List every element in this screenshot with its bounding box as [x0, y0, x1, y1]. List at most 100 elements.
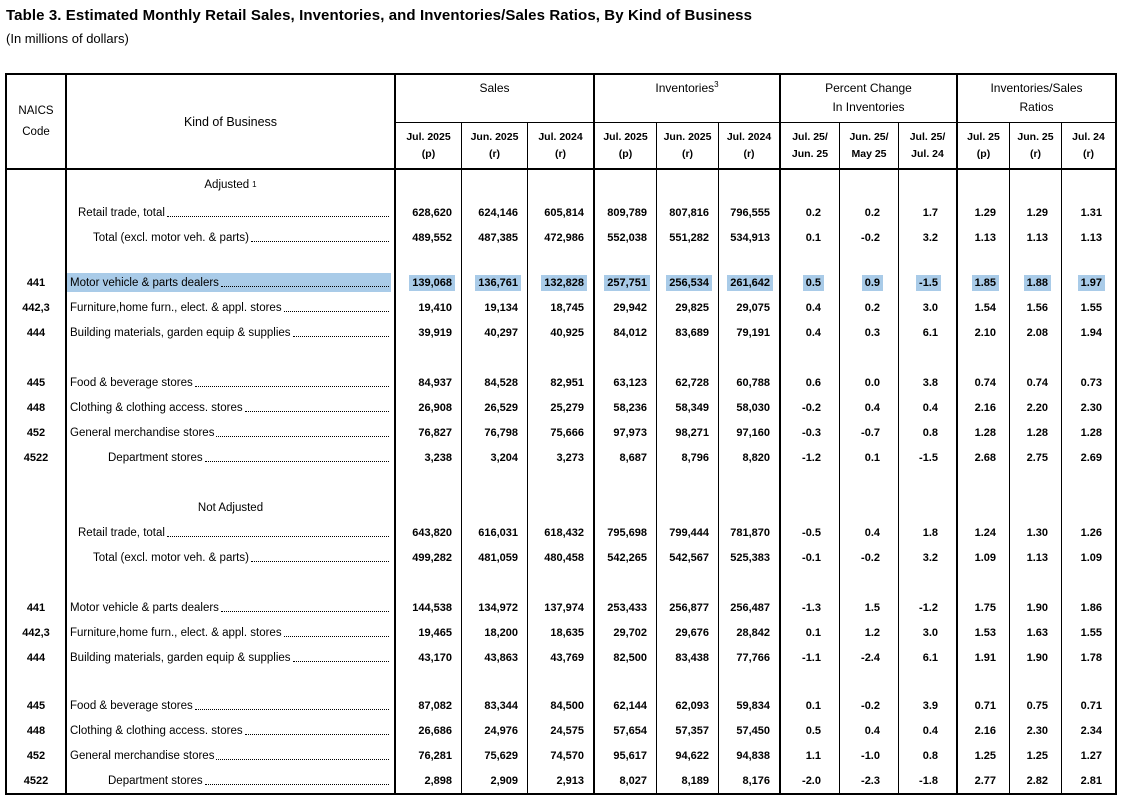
value-cell: 95,617 — [595, 743, 657, 768]
value-cell: 0.2 — [781, 200, 840, 225]
value-cell: 75,666 — [528, 420, 595, 445]
value-cell: 1.75 — [958, 595, 1010, 620]
table-row: 442,3 Furniture,home furn., elect. & appl… — [7, 295, 1115, 320]
value-cell: 624,146 — [462, 200, 528, 225]
value-cell: 8,796 — [657, 445, 719, 470]
value-cell: 542,265 — [595, 545, 657, 570]
value-cell: 2.68 — [958, 445, 1010, 470]
value-cell: 0.0 — [840, 370, 899, 395]
table-row: 441 Motor vehicle & parts dealers 144,538 1… — [7, 595, 1115, 620]
business-name: General merchandise stores — [70, 426, 215, 439]
value-cell: 18,200 — [462, 620, 528, 645]
value-cell: 480,458 — [528, 545, 595, 570]
value-cell: 97,160 — [719, 420, 781, 445]
naics-code — [7, 225, 67, 250]
table-row: 452 General merchandise stores 76,827 76,79… — [7, 420, 1115, 445]
value-cell: 0.6 — [781, 370, 840, 395]
spacer-cell — [1062, 495, 1115, 520]
value-cell: -1.5 — [899, 445, 958, 470]
section-label: Adjusted 1 — [67, 170, 396, 200]
spacer-cell — [840, 170, 899, 200]
business-name-cell: Furniture,home furn., elect. & appl. sto… — [67, 620, 396, 645]
value-cell: 59,834 — [719, 693, 781, 718]
value-cell: 1.25 — [1010, 743, 1062, 768]
spacer-cell — [528, 470, 595, 495]
naics-code — [7, 200, 67, 225]
value-cell: 58,236 — [595, 395, 657, 420]
page-subtitle: (In millions of dollars) — [6, 31, 129, 46]
spacer-cell — [1062, 345, 1115, 370]
spacer-cell — [899, 470, 958, 495]
business-name: Retail trade, total — [78, 526, 165, 539]
value-cell: 57,450 — [719, 718, 781, 743]
value-cell: 1.13 — [1010, 545, 1062, 570]
spacer-cell — [781, 670, 840, 693]
spacer-cell — [958, 345, 1010, 370]
value-cell: 19,410 — [396, 295, 462, 320]
spacer-cell — [1062, 670, 1115, 693]
value-cell: 499,282 — [396, 545, 462, 570]
value-cell: 1.13 — [1010, 225, 1062, 250]
value-cell: 809,789 — [595, 200, 657, 225]
spacer-cell — [1010, 170, 1062, 200]
value-cell: 3.9 — [899, 693, 958, 718]
value-cell: 1.24 — [958, 520, 1010, 545]
spacer-cell — [67, 570, 396, 595]
value-cell: 40,297 — [462, 320, 528, 345]
spacer-cell — [528, 570, 595, 595]
value-cell: 1.13 — [1080, 231, 1102, 244]
value-cell: 25,279 — [528, 395, 595, 420]
business-name-cell: Motor vehicle & parts dealers — [67, 595, 396, 620]
value-cell: -1.0 — [840, 743, 899, 768]
value-cell: 8,687 — [595, 445, 657, 470]
value-cell: 0.4 — [840, 718, 899, 743]
value-cell: 18,635 — [528, 620, 595, 645]
spacer-cell — [1062, 250, 1115, 270]
dot-leader — [166, 536, 389, 537]
spacer-cell — [657, 470, 719, 495]
value-cell: 82,500 — [595, 645, 657, 670]
business-name-cell: General merchandise stores — [67, 743, 396, 768]
value-cell: 0.4 — [840, 395, 899, 420]
spacer-cell — [719, 250, 781, 270]
value-cell: 1.54 — [958, 295, 1010, 320]
value-cell: 29,075 — [719, 295, 781, 320]
value-cell: 2.75 — [1010, 445, 1062, 470]
business-name: Clothing & clothing access. stores — [70, 401, 243, 414]
spacer-cell — [958, 250, 1010, 270]
value-cell: 3.0 — [899, 620, 958, 645]
business-name-cell: Clothing & clothing access. stores — [67, 395, 396, 420]
dot-leader — [216, 759, 389, 760]
value-cell: 19,134 — [462, 295, 528, 320]
value-cell: 19,465 — [396, 620, 462, 645]
business-name-cell: Retail trade, total — [67, 200, 396, 225]
dot-leader — [283, 636, 389, 637]
sub-col-header: Jun. 25 (r) — [1010, 123, 1062, 168]
table-row: 4522 Department stores 2,898 2,909 2,913 8,02… — [7, 768, 1115, 793]
spacer-cell — [396, 345, 462, 370]
dot-leader — [220, 286, 389, 287]
value-cell: 2.30 — [1080, 401, 1102, 414]
spacer-cell — [1010, 470, 1062, 495]
table-row: 4522 Department stores 3,238 3,204 3,273 8,68… — [7, 445, 1115, 470]
dot-leader — [292, 336, 389, 337]
value-cell: 1.31 — [1080, 206, 1102, 219]
value-cell: 1.55 — [1080, 626, 1102, 639]
value-cell: 3.2 — [899, 545, 958, 570]
value-cell: 0.9 — [840, 270, 899, 295]
value-cell: 83,689 — [657, 320, 719, 345]
value-cell: 29,702 — [595, 620, 657, 645]
value-cell: 534,913 — [719, 225, 781, 250]
spacer-cell — [899, 250, 958, 270]
spacer-cell — [781, 170, 840, 200]
spacer-cell — [528, 670, 595, 693]
value-cell: 1.29 — [1010, 200, 1062, 225]
table-row: Total (excl. motor veh. & parts) 499,282 4… — [7, 545, 1115, 570]
table-row: 445 Food & beverage stores 84,937 84,528 82,… — [7, 370, 1115, 395]
spacer-cell — [958, 495, 1010, 520]
business-name: General merchandise stores — [70, 749, 215, 762]
value-cell: 84,937 — [396, 370, 462, 395]
dot-leader — [283, 311, 389, 312]
table-header: NAICS Code Kind of Business Sales Invent… — [7, 75, 1115, 170]
value-cell: 137,974 — [528, 595, 595, 620]
